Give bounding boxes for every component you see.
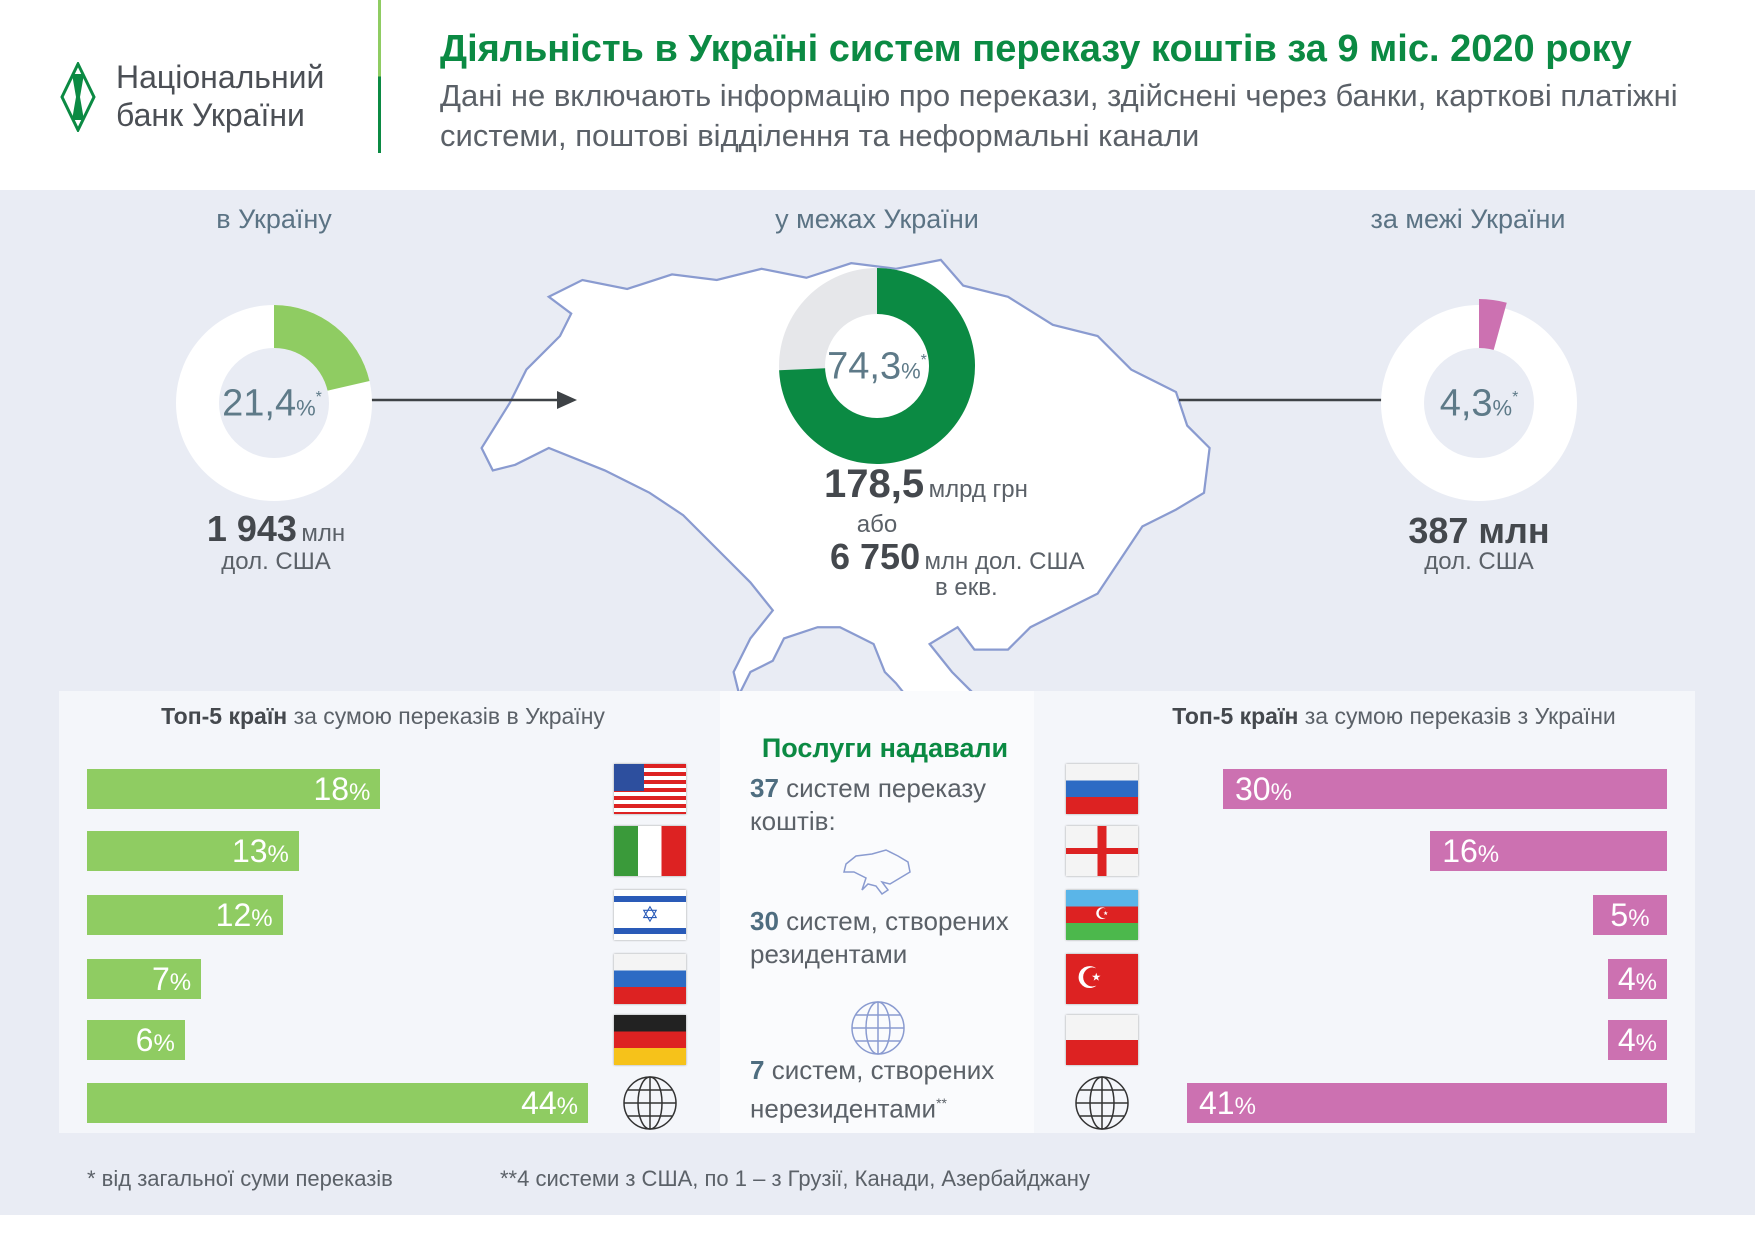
- globe-icon: [851, 1001, 905, 1055]
- page-title: Діяльність в Україні систем переказу кош…: [440, 28, 1632, 70]
- flag-turkey-icon: ☪: [1066, 954, 1138, 1004]
- globe-icon: [1075, 1076, 1129, 1130]
- bar-in: 7%: [87, 959, 202, 999]
- bar-out: 41%: [1187, 1083, 1667, 1123]
- amount2-domestic: 6 750 млн дол. США: [830, 536, 1085, 577]
- bar-in: 6%: [87, 1020, 185, 1060]
- bar-out: 5%: [1593, 895, 1667, 935]
- globe-icon: [623, 1076, 677, 1130]
- services-nonresidents: 7 систем, створених нерезидентами**: [750, 1055, 995, 1124]
- bar-label: 6: [135, 1022, 154, 1058]
- bar-label: 7: [151, 961, 170, 997]
- footnote-1: * від загальної суми переказів: [87, 1166, 393, 1191]
- or-label: або: [856, 511, 898, 538]
- bar-label: 44: [521, 1085, 557, 1121]
- bar-label: 18: [313, 771, 350, 807]
- flag-russia-icon: [1066, 764, 1138, 814]
- bar-label: 5: [1610, 897, 1629, 933]
- flag-poland-icon: [1066, 1015, 1138, 1065]
- services-residents: 30 систем, створених резидентами: [750, 906, 1009, 969]
- donut-inbound: [176, 305, 372, 501]
- pct-inbound: 21,4%*: [222, 382, 322, 425]
- logo-text: Національний банк України: [116, 59, 325, 133]
- currency-outbound: дол. США: [1424, 548, 1534, 575]
- amount-outbound: 387 млн: [1408, 510, 1550, 551]
- section-title-outbound: за межі України: [1370, 204, 1566, 234]
- services-total: 37 систем переказу коштів:: [750, 773, 987, 836]
- top-in-title: Топ-5 країн за сумою переказів в Україну: [161, 703, 605, 729]
- bar-in: 18%: [87, 769, 381, 809]
- pct-domestic: 74,3%*: [827, 345, 927, 388]
- bar-in: 12%: [87, 895, 283, 935]
- flag-usa-icon: [614, 764, 686, 814]
- arrow-in: [362, 391, 577, 409]
- donut-outbound: [1381, 299, 1577, 501]
- flag-georgia-icon: [1066, 826, 1138, 876]
- bar-out: 4%: [1607, 959, 1667, 999]
- ukraine-small-icon: [843, 849, 911, 896]
- amount-domestic: 178,5 млрд грн: [824, 462, 1028, 506]
- flag-azerbaijan-icon: ☪: [1066, 890, 1138, 940]
- bar-label: 12: [215, 897, 252, 933]
- bar-out: 16%: [1430, 831, 1667, 871]
- divider: [378, 0, 381, 153]
- bar-label: 41: [1199, 1085, 1235, 1121]
- donut-domestic: [779, 268, 975, 464]
- nbu-logo-icon: [60, 62, 96, 132]
- donut-center: [219, 348, 329, 458]
- donut-center: [1424, 348, 1534, 458]
- bar-label: 4: [1617, 961, 1636, 997]
- flag-israel-icon: ✡: [614, 890, 686, 940]
- top-out-title: Топ-5 країн за сумою переказів з України: [1172, 703, 1616, 729]
- currency-inbound: дол. США: [221, 548, 331, 575]
- services-panel: [720, 691, 1034, 1133]
- bar-label: 4: [1617, 1022, 1636, 1058]
- section-title-domestic: у межах України: [775, 204, 979, 234]
- flag-russia-icon: [614, 954, 686, 1004]
- amount-inbound: 1 943 млн: [206, 508, 346, 549]
- bar-in: 44%: [87, 1083, 588, 1123]
- services-title: Послуги надавали: [761, 733, 1009, 763]
- pct-outbound: 4,3%*: [1439, 382, 1519, 425]
- bar-out: 4%: [1607, 1020, 1667, 1060]
- page-subtitle: Дані не включають інформацію про переказ…: [440, 78, 1678, 153]
- bar-in: 13%: [87, 831, 299, 871]
- equiv-label: в екв.: [935, 574, 998, 601]
- bar-label: 16: [1442, 833, 1478, 869]
- bar-label: 30: [1235, 771, 1271, 807]
- footnote-2: **4 системи з США, по 1 – з Грузії, Кана…: [500, 1166, 1090, 1191]
- flag-italy-icon: [614, 826, 686, 876]
- section-title-inbound: в Україну: [216, 204, 332, 234]
- bar-out: 30%: [1223, 769, 1667, 809]
- flag-germany-icon: [614, 1015, 686, 1065]
- donut-center: [825, 314, 929, 418]
- bar-label: 13: [231, 833, 268, 869]
- arrow-out: [1179, 391, 1409, 409]
